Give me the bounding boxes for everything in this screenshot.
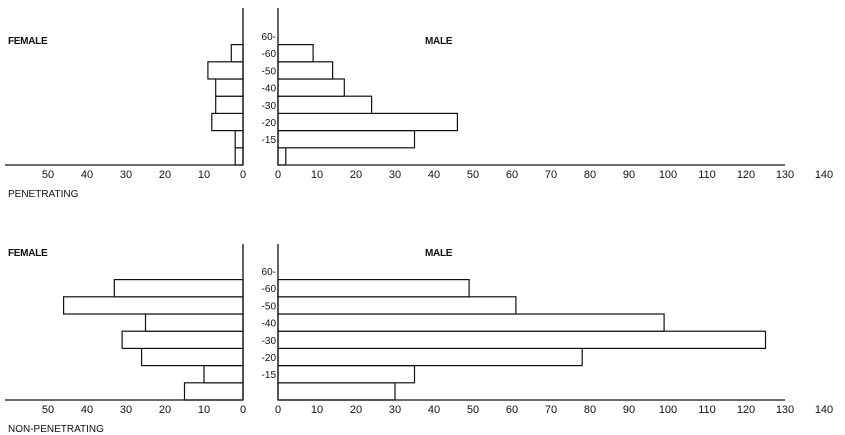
female-bar-lowest — [183, 382, 244, 401]
male-bar--60 — [277, 43, 314, 63]
female-bar--15 — [234, 130, 244, 149]
age-label: -15 — [262, 370, 277, 381]
male-header: MALE — [425, 36, 453, 47]
age-label: 60- — [262, 32, 276, 43]
male-tick-label: 20 — [350, 404, 362, 416]
female-bar--30 — [215, 95, 244, 114]
age-label: -20 — [262, 118, 277, 129]
age-label: -20 — [262, 353, 277, 364]
female-tick-label: 0 — [240, 169, 246, 181]
female-tick-label: 10 — [198, 404, 210, 416]
age-label: -15 — [262, 135, 277, 146]
female-tick-label: 10 — [198, 169, 210, 181]
male-bar--60 — [277, 279, 470, 298]
age-label: 60- — [262, 267, 276, 278]
male-bar-lowest — [277, 147, 287, 166]
male-tick-label: 100 — [659, 169, 677, 181]
age-label: -60 — [262, 49, 277, 60]
female-tick-label: 30 — [120, 404, 132, 416]
male-bar--20 — [277, 347, 583, 367]
male-tick-label: 50 — [467, 404, 479, 416]
female-bar--40 — [215, 78, 244, 97]
male-bar--30 — [277, 330, 767, 350]
male-tick-label: 100 — [659, 404, 677, 416]
male-tick-label: 70 — [545, 404, 557, 416]
female-tick-label: 40 — [81, 169, 93, 181]
male-tick-label: 90 — [623, 169, 635, 181]
female-tick-label: 20 — [159, 169, 171, 181]
female-bar--60 — [230, 43, 244, 63]
female-bar--40 — [144, 313, 244, 332]
male-tick-label: 140 — [815, 169, 833, 181]
male-tick-label: 60 — [506, 169, 518, 181]
female-header: FEMALE — [8, 248, 48, 259]
male-tick-label: 40 — [428, 404, 440, 416]
male-bar--15 — [277, 365, 416, 384]
male-tick-label: 130 — [776, 169, 794, 181]
female-tick-label: 50 — [42, 404, 54, 416]
age-label: -50 — [262, 66, 277, 77]
male-bar--40 — [277, 313, 665, 332]
female-bar--30 — [121, 330, 244, 350]
female-tick-label: 20 — [159, 404, 171, 416]
male-tick-label: 80 — [584, 169, 596, 181]
age-label: -50 — [262, 301, 277, 312]
male-tick-label: 140 — [815, 404, 833, 416]
male-header: MALE — [425, 248, 453, 259]
female-tick-label: 50 — [42, 169, 54, 181]
male-tick-label: 0 — [275, 404, 281, 416]
male-tick-label: 40 — [428, 169, 440, 181]
male-tick-label: 30 — [389, 404, 401, 416]
male-bar--50 — [277, 61, 334, 80]
male-bar--40 — [277, 78, 345, 97]
male-tick-label: 110 — [698, 404, 716, 416]
female-bar--50 — [207, 61, 244, 80]
male-bar--30 — [277, 95, 373, 114]
male-bar-lowest — [277, 382, 396, 401]
female-tick-label: 40 — [81, 404, 93, 416]
female-bar--15 — [203, 365, 244, 384]
age-label: -40 — [262, 84, 277, 95]
female-bar--60 — [113, 279, 244, 298]
female-bar--50 — [62, 296, 244, 315]
male-tick-label: 120 — [737, 169, 755, 181]
male-tick-label: 110 — [698, 169, 716, 181]
male-tick-label: 30 — [389, 169, 401, 181]
male-tick-label: 50 — [467, 169, 479, 181]
female-tick-label: 0 — [240, 404, 246, 416]
male-tick-label: 80 — [584, 404, 596, 416]
age-label: -30 — [262, 336, 277, 347]
male-tick-label: 120 — [737, 404, 755, 416]
male-tick-label: 90 — [623, 404, 635, 416]
female-bar--20 — [211, 112, 244, 132]
male-bar--20 — [277, 112, 458, 132]
female-bar--20 — [141, 347, 244, 367]
chart-title: PENETRATING — [8, 189, 79, 200]
female-bar-lowest — [234, 147, 244, 166]
age-label: -40 — [262, 319, 277, 330]
male-tick-label: 70 — [545, 169, 557, 181]
male-tick-label: 0 — [275, 169, 281, 181]
male-bar--15 — [277, 130, 416, 149]
male-tick-label: 10 — [311, 404, 323, 416]
chart-title: NON-PENETRATING — [8, 424, 104, 435]
female-tick-label: 30 — [120, 169, 132, 181]
male-tick-label: 60 — [506, 404, 518, 416]
age-label: -30 — [262, 101, 277, 112]
age-label: -60 — [262, 284, 277, 295]
male-tick-label: 130 — [776, 404, 794, 416]
male-bar--50 — [277, 296, 517, 315]
female-header: FEMALE — [8, 36, 48, 47]
male-tick-label: 20 — [350, 169, 362, 181]
male-tick-label: 10 — [311, 169, 323, 181]
